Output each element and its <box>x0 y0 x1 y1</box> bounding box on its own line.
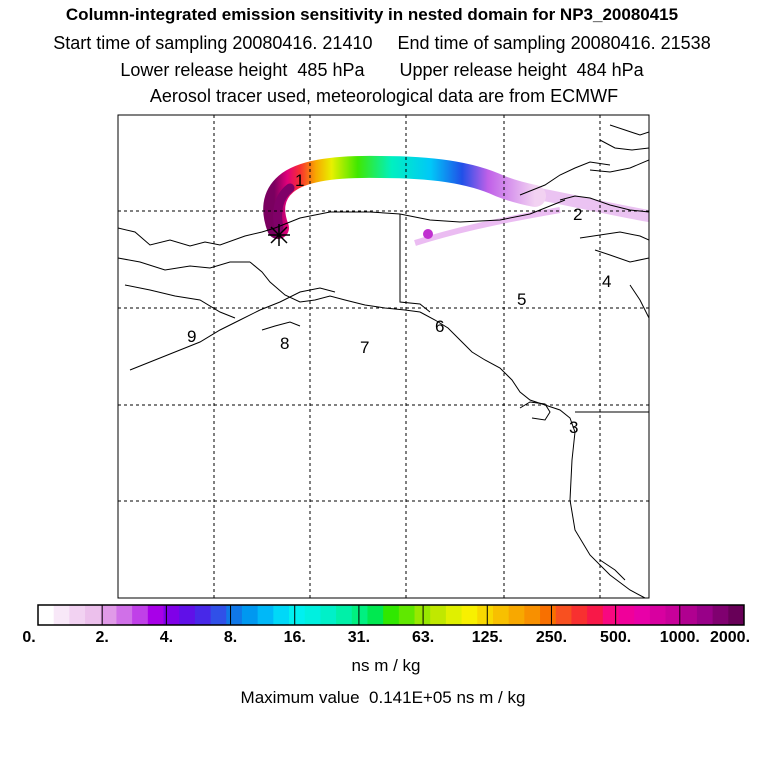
colorbar-tick-label: 63. <box>411 629 435 646</box>
region-label-8: 8 <box>280 334 289 353</box>
colorbar-tick-label: 16. <box>283 629 306 646</box>
colorbar-cell <box>163 605 180 625</box>
colorbar-cell <box>100 605 117 625</box>
colorbar-cell <box>132 605 149 625</box>
colorbar-tick-label: 31. <box>347 629 371 646</box>
colorbar-cell <box>649 605 667 625</box>
colorbar-cell <box>712 605 729 625</box>
colorbar-tick-label: 0. <box>22 629 36 646</box>
colorbar-tick-label: 2000. <box>709 629 751 646</box>
colorbar-cell <box>304 605 321 625</box>
map-content: 1 2 3 4 5 6 7 8 9 <box>118 115 649 598</box>
region-label-3: 3 <box>569 418 578 437</box>
colorbar-cell <box>492 605 510 625</box>
release-height-line: Lower release height 485 hPa Upper relea… <box>120 60 644 80</box>
colorbar-tick-label: 4. <box>159 629 174 646</box>
plume-secondary-branch <box>414 207 561 246</box>
colorbar-cell <box>273 605 290 625</box>
colorbar-cell <box>602 605 619 625</box>
colorbar-units-label: ns m / kg <box>351 656 421 675</box>
colorbar-cell <box>555 605 572 625</box>
colorbar-cell <box>179 605 196 625</box>
colorbar-cell <box>696 605 714 625</box>
colorbar-tick-label: 250. <box>535 629 568 646</box>
colorbar-cell <box>587 605 604 625</box>
colorbar-tick-label: 8. <box>223 629 238 646</box>
region-label-7: 7 <box>360 338 369 357</box>
colorbar-cells <box>38 605 745 625</box>
colorbar-cell <box>116 605 133 625</box>
colorbar-cell <box>85 605 102 625</box>
colorbar-tick-label: 125. <box>471 629 503 646</box>
plume-secondary-core <box>423 229 433 239</box>
colorbar-cell <box>320 605 337 625</box>
colorbar-cell <box>53 605 70 625</box>
colorbar-cell <box>665 605 682 625</box>
figure-title: Column-integrated emission sensitivity i… <box>65 5 679 24</box>
colorbar-cell <box>257 605 274 625</box>
colorbar-cell <box>38 605 55 625</box>
tracer-source-line: Aerosol tracer used, meteorological data… <box>149 86 619 106</box>
colorbar-cell <box>351 605 368 625</box>
colorbar-tick-label: 2. <box>95 629 109 646</box>
colorbar-cell <box>241 605 259 625</box>
colorbar-cell <box>461 605 478 625</box>
colorbar-tick-label: 500. <box>600 629 632 646</box>
colorbar-cell <box>681 605 698 625</box>
colorbar-cell <box>210 605 227 625</box>
colorbar-dividers <box>101 605 681 625</box>
map-frame <box>117 114 650 599</box>
colorbar-cell <box>336 605 353 625</box>
colorbar-frame <box>37 604 745 626</box>
colorbar-cell <box>383 605 400 625</box>
release-point-star-icon <box>268 224 290 246</box>
colorbar-cell <box>728 605 745 625</box>
region-label-5: 5 <box>517 290 526 309</box>
region-label-6: 6 <box>435 317 444 336</box>
colorbar-cell <box>147 605 165 625</box>
colorbar-cell <box>289 605 306 625</box>
colorbar-cell <box>445 605 463 625</box>
colorbar-cell <box>367 605 384 625</box>
colorbar-cell <box>524 605 541 625</box>
colorbar-tick-label: 1000. <box>659 629 700 646</box>
colorbar-cell <box>194 605 212 625</box>
colorbar-cell <box>618 605 635 625</box>
colorbar-cell <box>571 605 588 625</box>
colorbar-cell <box>226 605 243 625</box>
maximum-value-line: Maximum value 0.141E+05 ns m / kg <box>240 688 526 707</box>
colorbar-cell <box>69 605 86 625</box>
colorbar-cell <box>430 605 447 625</box>
colorbar-cell <box>477 605 494 625</box>
colorbar-cell <box>634 605 651 625</box>
colorbar-cell <box>398 605 416 625</box>
coastlines <box>118 124 649 598</box>
region-label-2: 2 <box>573 205 582 224</box>
graticule <box>118 115 649 598</box>
region-label-1: 1 <box>295 171 304 190</box>
region-label-9: 9 <box>187 327 196 346</box>
region-label-4: 4 <box>602 272 611 291</box>
plume-main <box>263 155 546 239</box>
sampling-time-line: Start time of sampling 20080416. 21410 E… <box>53 33 711 53</box>
colorbar-cell <box>508 605 525 625</box>
colorbar-cell <box>540 605 557 625</box>
